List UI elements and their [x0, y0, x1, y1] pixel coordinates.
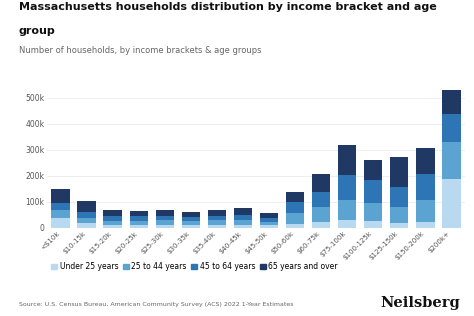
Bar — [77, 201, 96, 212]
Text: Source: U.S. Census Bureau, American Community Survey (ACS) 2022 1-Year Estimate: Source: U.S. Census Bureau, American Com… — [19, 301, 293, 307]
Bar — [260, 222, 278, 225]
Bar — [155, 216, 174, 220]
Bar — [416, 200, 435, 222]
Bar — [208, 225, 226, 228]
Bar — [51, 218, 70, 228]
Bar — [390, 187, 409, 207]
Bar — [155, 210, 174, 216]
Bar — [338, 145, 356, 175]
Text: Massachusetts households distribution by income bracket and age: Massachusetts households distribution by… — [19, 2, 437, 12]
Bar — [312, 207, 330, 222]
Bar — [390, 157, 409, 187]
Bar — [286, 202, 304, 213]
Bar — [208, 220, 226, 225]
Bar — [155, 225, 174, 228]
Bar — [103, 225, 122, 228]
Bar — [182, 221, 200, 225]
Bar — [442, 114, 461, 142]
Bar — [260, 213, 278, 218]
Bar — [416, 174, 435, 200]
Bar — [390, 207, 409, 223]
Bar — [312, 192, 330, 207]
Bar — [103, 221, 122, 225]
Bar — [338, 175, 356, 200]
Bar — [364, 160, 383, 180]
Bar — [77, 223, 96, 228]
Bar — [416, 148, 435, 174]
Bar — [182, 217, 200, 221]
Bar — [234, 215, 252, 220]
Bar — [182, 212, 200, 217]
Bar — [155, 220, 174, 225]
Bar — [364, 203, 383, 221]
Bar — [442, 142, 461, 179]
Bar — [338, 220, 356, 228]
Bar — [103, 216, 122, 221]
Legend: Under 25 years, 25 to 44 years, 45 to 64 years, 65 years and over: Under 25 years, 25 to 44 years, 45 to 64… — [51, 262, 337, 271]
Bar — [286, 224, 304, 228]
Bar — [234, 225, 252, 228]
Bar — [208, 210, 226, 216]
Bar — [286, 213, 304, 224]
Bar — [51, 210, 70, 218]
Bar — [208, 216, 226, 220]
Bar — [182, 225, 200, 228]
Bar — [442, 90, 461, 114]
Bar — [442, 179, 461, 228]
Bar — [77, 212, 96, 218]
Bar — [364, 180, 383, 203]
Text: Neilsberg: Neilsberg — [380, 296, 460, 310]
Bar — [364, 221, 383, 228]
Bar — [51, 189, 70, 203]
Bar — [51, 203, 70, 210]
Bar — [77, 218, 96, 223]
Bar — [129, 225, 148, 228]
Text: group: group — [19, 26, 56, 36]
Bar — [390, 223, 409, 228]
Bar — [234, 220, 252, 225]
Text: Number of households, by income brackets & age groups: Number of households, by income brackets… — [19, 46, 262, 55]
Bar — [260, 218, 278, 222]
Bar — [312, 173, 330, 192]
Bar — [129, 216, 148, 221]
Bar — [129, 211, 148, 216]
Bar — [103, 210, 122, 216]
Bar — [234, 208, 252, 215]
Bar — [338, 200, 356, 220]
Bar — [260, 225, 278, 228]
Bar — [416, 222, 435, 228]
Bar — [286, 192, 304, 202]
Bar — [312, 222, 330, 228]
Bar — [129, 221, 148, 225]
